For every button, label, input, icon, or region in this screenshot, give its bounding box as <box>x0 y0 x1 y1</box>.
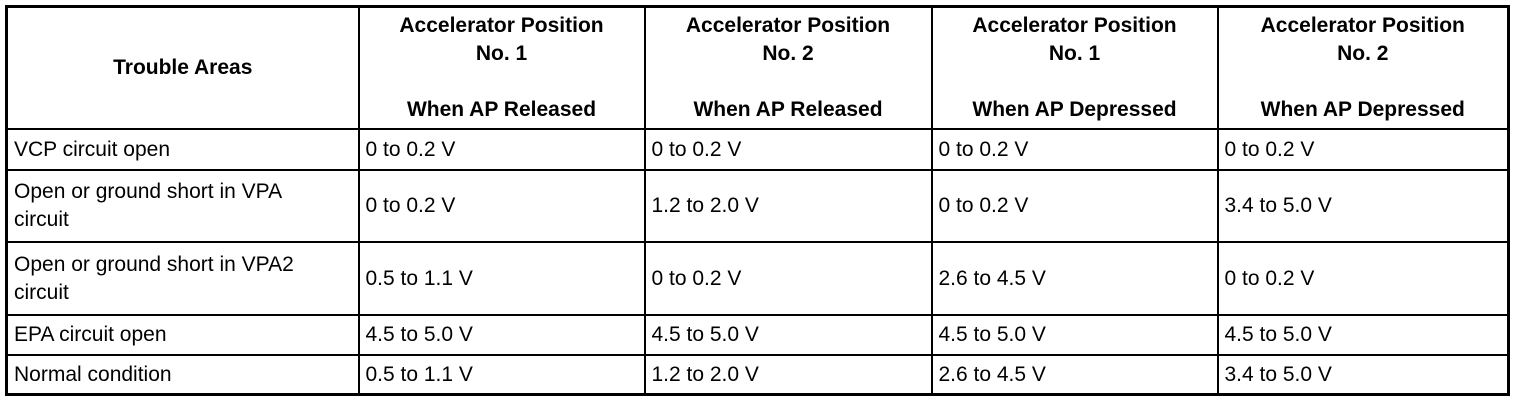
header-number: No. 2 <box>762 42 814 65</box>
voltage-cell: 0 to 0.2 V <box>643 241 933 316</box>
trouble-area-text: EPA circuit open <box>14 323 167 346</box>
trouble-area-text: circuit <box>14 280 69 304</box>
voltage-cell: 3.4 to 5.0 V <box>1216 169 1510 243</box>
header-ap1-depressed: Accelerator Position No. 1 When AP Depre… <box>930 5 1219 130</box>
voltage-cell: 1.2 to 2.0 V <box>643 354 933 396</box>
trouble-area-cell: Normal condition <box>5 354 360 396</box>
table-row: EPA circuit open 4.5 to 5.0 V 4.5 to 5.0… <box>5 314 1510 356</box>
voltage-cell: 1.2 to 2.0 V <box>643 169 933 243</box>
voltage-cell: 4.5 to 5.0 V <box>1216 314 1510 356</box>
voltage-cell: 4.5 to 5.0 V <box>357 314 646 356</box>
trouble-area-text: Normal condition <box>14 362 172 386</box>
voltage-cell: 0.5 to 1.1 V <box>357 241 646 316</box>
header-condition: When AP Released <box>406 98 597 121</box>
header-condition: When AP Released <box>693 98 883 121</box>
header-condition: When AP Depressed <box>972 98 1177 121</box>
trouble-area-cell: Open or ground short in VPA2 circuit <box>5 241 360 316</box>
voltage-cell: 4.5 to 5.0 V <box>930 314 1219 356</box>
voltage-cell: 0 to 0.2 V <box>1216 241 1510 316</box>
voltage-cell: 0 to 0.2 V <box>357 169 646 243</box>
trouble-area-text: circuit <box>14 208 69 231</box>
trouble-area-cell: Open or ground short in VPA circuit <box>5 169 360 243</box>
header-condition: When AP Depressed <box>1260 98 1465 121</box>
table-row: Open or ground short in VPA circuit 0 to… <box>5 169 1510 243</box>
header-trouble-areas: Trouble Areas <box>5 5 360 130</box>
voltage-cell: 3.4 to 5.0 V <box>1216 354 1510 396</box>
trouble-area-cell: VCP circuit open <box>5 128 360 171</box>
voltage-cell: 0 to 0.2 V <box>643 128 933 171</box>
header-row: Trouble Areas Accelerator Position No. 1… <box>5 5 1510 130</box>
table-row: Normal condition 0.5 to 1.1 V 1.2 to 2.0… <box>5 354 1510 396</box>
voltage-cell: 4.5 to 5.0 V <box>643 314 933 356</box>
header-title: Accelerator Position <box>685 14 891 37</box>
header-number: No. 2 <box>1337 42 1389 65</box>
voltage-cell: 0 to 0.2 V <box>930 169 1219 243</box>
trouble-area-cell: EPA circuit open <box>5 314 360 356</box>
table-row: VCP circuit open 0 to 0.2 V 0 to 0.2 V 0… <box>5 128 1510 171</box>
voltage-cell: 2.6 to 4.5 V <box>930 354 1219 396</box>
voltage-cell: 0 to 0.2 V <box>1216 128 1510 171</box>
header-ap2-depressed: Accelerator Position No. 2 When AP Depre… <box>1216 5 1510 130</box>
trouble-area-text: VCP circuit open <box>14 137 171 161</box>
voltage-spec-table: Trouble Areas Accelerator Position No. 1… <box>5 5 1510 396</box>
header-title: Accelerator Position <box>972 14 1177 37</box>
header-ap2-released: Accelerator Position No. 2 When AP Relea… <box>643 5 933 130</box>
trouble-area-text: Open or ground short in VPA <box>14 180 283 203</box>
trouble-area-text: Open or ground short in VPA2 <box>14 252 294 276</box>
table-row: Open or ground short in VPA2 circuit 0.5… <box>5 241 1510 316</box>
header-title: Accelerator Position <box>1260 14 1465 37</box>
header-ap1-released: Accelerator Position No. 1 When AP Relea… <box>357 5 646 130</box>
header-title: Accelerator Position <box>399 14 604 37</box>
voltage-cell: 0 to 0.2 V <box>357 128 646 171</box>
voltage-cell: 0.5 to 1.1 V <box>357 354 646 396</box>
voltage-cell: 2.6 to 4.5 V <box>930 241 1219 316</box>
header-number: No. 1 <box>475 42 528 65</box>
voltage-cell: 0 to 0.2 V <box>930 128 1219 171</box>
header-number: No. 1 <box>1048 42 1101 65</box>
header-title: Trouble Areas <box>113 56 253 79</box>
